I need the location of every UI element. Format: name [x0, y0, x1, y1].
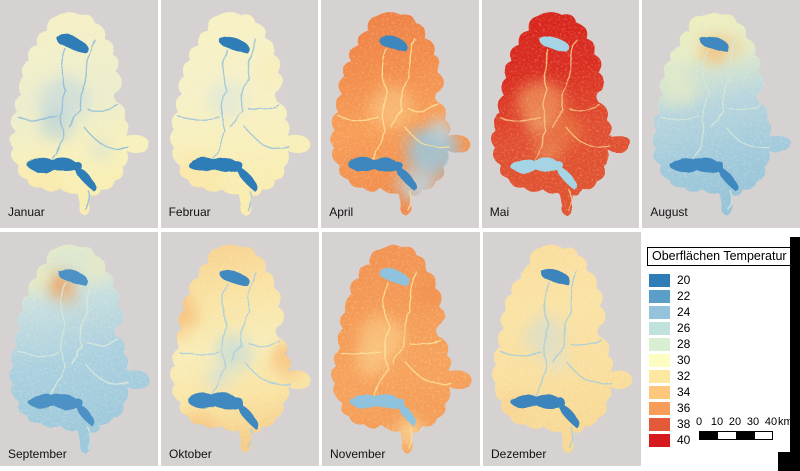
- map-oktober: [161, 232, 319, 466]
- map-row-top: Januar: [0, 0, 800, 228]
- scale-bar-tick: 0: [695, 416, 703, 428]
- month-map-svg: [492, 244, 633, 454]
- legend-class-row: 26: [649, 320, 800, 336]
- legend-class-row: 36: [649, 400, 800, 416]
- legend-color-swatch: [649, 305, 670, 319]
- map-panel-dezember: Dezember: [483, 232, 641, 466]
- legend-class-row: 30: [649, 352, 800, 368]
- month-label-november: November: [330, 447, 386, 461]
- scale-bar: 0 10 20 30 40 km: [695, 416, 800, 444]
- month-label-februar: Februar: [168, 205, 211, 219]
- month-map-svg: [169, 12, 310, 217]
- legend-class-value: 34: [677, 385, 691, 399]
- month-label-oktober: Oktober: [169, 447, 212, 461]
- legend-color-swatch: [649, 401, 670, 415]
- legend-class-value: 20: [677, 273, 691, 287]
- legend-class-value: 30: [677, 353, 691, 367]
- legend-class-row: 34: [649, 384, 800, 400]
- month-map-svg: [9, 244, 150, 454]
- legend-color-swatch: [649, 353, 670, 367]
- legend-class-value: 24: [677, 305, 691, 319]
- scale-bar-tick: 30: [746, 416, 760, 428]
- map-april: [321, 0, 479, 228]
- map-november: [322, 232, 480, 466]
- map-panel-februar: Februar: [160, 0, 319, 228]
- month-label-august: August: [650, 205, 688, 219]
- legend-panel: Oberflächen Temperatur [°C] 20 22 24 26 28 30…: [644, 232, 800, 466]
- scale-bar-tick: 20: [728, 416, 742, 428]
- month-map-svg: [490, 12, 632, 217]
- legend-class-value: 26: [677, 321, 691, 335]
- legend-title: Oberflächen Temperatur [°C]: [647, 247, 800, 266]
- legend-classes: 20 22 24 26 28 30 32 34 36 38 40: [649, 272, 800, 448]
- map-panel-januar: Januar: [0, 0, 158, 228]
- scale-bar-segments: [699, 431, 773, 440]
- month-label-april: April: [329, 205, 354, 219]
- month-map-svg: [651, 12, 792, 217]
- scale-bar-numbers: 0 10 20 30 40 km: [695, 416, 800, 429]
- month-map-svg: [8, 12, 150, 217]
- legend-color-swatch: [649, 289, 670, 303]
- map-row-bottom: September: [0, 232, 800, 466]
- map-panel-mai: Mai: [481, 0, 640, 228]
- month-label-mai: Mai: [489, 205, 510, 219]
- map-panel-oktober: Oktober: [161, 232, 319, 466]
- legend-class-row: 20: [649, 272, 800, 288]
- scale-bar-unit: km: [778, 416, 793, 428]
- month-label-dezember: Dezember: [491, 447, 547, 461]
- map-august: [642, 0, 800, 228]
- legend-color-swatch: [649, 417, 670, 431]
- map-september: [0, 232, 158, 466]
- screenshot-edge-artifact: [790, 237, 800, 471]
- legend-color-swatch: [649, 273, 670, 287]
- map-januar: [0, 0, 158, 228]
- map-panel-november: November: [322, 232, 480, 466]
- month-label-september: September: [8, 447, 67, 461]
- legend-class-row: 38: [649, 416, 800, 432]
- month-label-januar: Januar: [8, 205, 45, 219]
- screenshot-corner-artifact: [778, 452, 800, 471]
- legend-color-swatch: [649, 369, 670, 383]
- legend-color-swatch: [649, 433, 670, 447]
- legend-color-swatch: [649, 321, 670, 335]
- scale-bar-segment: [717, 431, 737, 440]
- legend-color-swatch: [649, 337, 670, 351]
- map-februar: [161, 0, 319, 228]
- scale-bar-tick: 10: [710, 416, 724, 428]
- legend-class-value: 36: [677, 401, 691, 415]
- scale-bar-segment: [735, 431, 755, 440]
- legend-color-swatch: [649, 385, 670, 399]
- legend-class-value: 40: [677, 433, 691, 447]
- legend-class-value: 28: [677, 337, 691, 351]
- legend-class-value: 22: [677, 289, 691, 303]
- map-panel-august: August: [642, 0, 800, 228]
- scale-bar-segment: [753, 431, 773, 440]
- legend-class-row: 28: [649, 336, 800, 352]
- scale-bar-tick: 40: [764, 416, 778, 428]
- month-map-svg: [170, 244, 311, 454]
- map-mai: [482, 0, 640, 228]
- legend-class-row: 32: [649, 368, 800, 384]
- legend-class-row: 40: [649, 432, 800, 448]
- map-panel-april: April: [321, 0, 479, 228]
- legend-class-row: 24: [649, 304, 800, 320]
- month-map-svg: [330, 12, 471, 217]
- month-map-svg: [331, 244, 472, 454]
- legend-class-value: 38: [677, 417, 691, 431]
- map-dezember: [483, 232, 641, 466]
- legend-class-value: 32: [677, 369, 691, 383]
- scale-bar-segment: [699, 431, 719, 440]
- map-panel-september: September: [0, 232, 158, 466]
- legend-class-row: 22: [649, 288, 800, 304]
